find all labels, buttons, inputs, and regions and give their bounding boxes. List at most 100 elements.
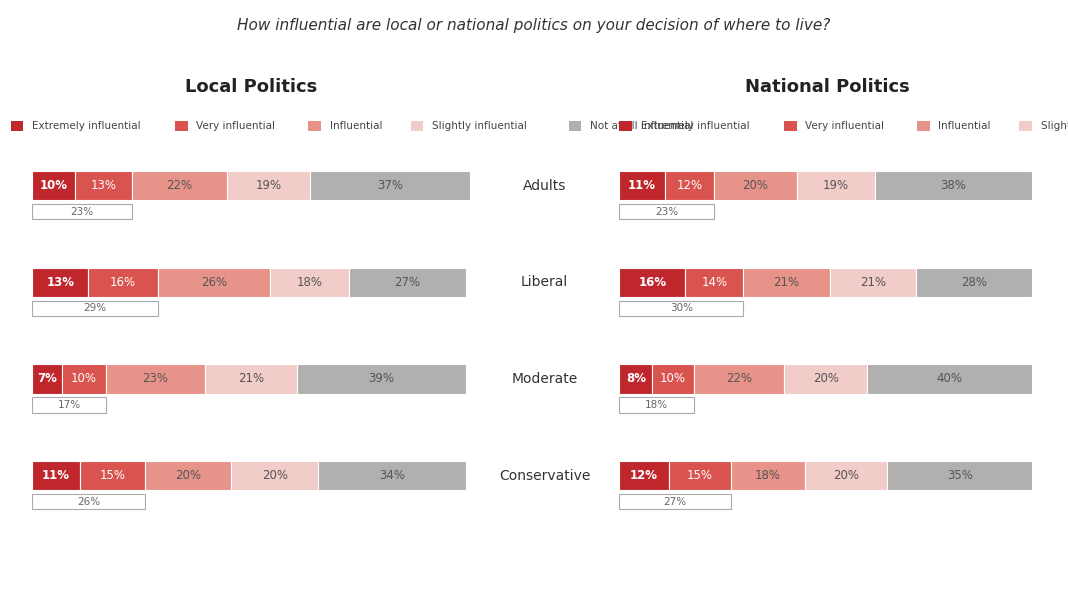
Text: 19%: 19%	[255, 179, 281, 192]
Bar	[32, 461, 80, 490]
Text: 21%: 21%	[238, 373, 264, 385]
Bar	[106, 364, 205, 394]
FancyBboxPatch shape	[619, 494, 731, 509]
Bar	[310, 171, 470, 200]
Bar	[145, 461, 232, 490]
FancyBboxPatch shape	[619, 204, 714, 219]
Text: How influential are local or national politics on your decision of where to live: How influential are local or national po…	[237, 18, 831, 33]
Text: Not at all influential: Not at all influential	[590, 121, 693, 131]
Bar	[743, 268, 830, 297]
Bar	[131, 171, 227, 200]
Text: Liberal: Liberal	[521, 275, 568, 289]
Bar	[32, 364, 62, 394]
Bar	[80, 461, 145, 490]
FancyBboxPatch shape	[619, 301, 743, 316]
Text: 35%: 35%	[946, 469, 973, 482]
Text: 11%: 11%	[42, 469, 69, 482]
Bar	[619, 268, 686, 297]
Text: 20%: 20%	[262, 469, 287, 482]
Text: 16%: 16%	[639, 276, 666, 289]
Text: 27%: 27%	[663, 497, 687, 506]
Text: 21%: 21%	[773, 276, 800, 289]
Text: 8%: 8%	[626, 373, 646, 385]
Bar	[797, 171, 875, 200]
Bar	[731, 461, 805, 490]
Bar	[318, 461, 466, 490]
Text: 20%: 20%	[813, 373, 838, 385]
Bar	[32, 171, 76, 200]
Bar	[297, 364, 466, 394]
Text: 19%: 19%	[822, 179, 849, 192]
FancyBboxPatch shape	[32, 301, 158, 316]
FancyBboxPatch shape	[32, 397, 106, 413]
Text: 18%: 18%	[645, 400, 669, 410]
Bar	[32, 268, 89, 297]
Text: 13%: 13%	[46, 276, 74, 289]
Bar	[867, 364, 1032, 394]
Bar	[205, 364, 297, 394]
Text: 23%: 23%	[143, 373, 169, 385]
Text: National Politics: National Politics	[745, 78, 910, 96]
Text: Extremely influential: Extremely influential	[641, 121, 750, 131]
Text: Conservative: Conservative	[499, 469, 591, 482]
Text: Slightly influential: Slightly influential	[1040, 121, 1068, 131]
Text: 28%: 28%	[961, 276, 987, 289]
Text: 12%: 12%	[676, 179, 703, 192]
Bar	[916, 268, 1032, 297]
Text: 12%: 12%	[630, 469, 658, 482]
Bar	[76, 171, 131, 200]
Text: Adults: Adults	[523, 179, 566, 193]
Bar	[686, 268, 743, 297]
Bar	[875, 171, 1032, 200]
Text: 23%: 23%	[70, 207, 94, 217]
Text: 23%: 23%	[656, 207, 678, 217]
Bar	[158, 268, 270, 297]
Text: 15%: 15%	[99, 469, 125, 482]
Text: 20%: 20%	[742, 179, 769, 192]
Text: Moderate: Moderate	[512, 372, 578, 386]
Text: 27%: 27%	[394, 276, 420, 289]
Text: Extremely influential: Extremely influential	[32, 121, 141, 131]
Bar	[227, 171, 310, 200]
Bar	[669, 461, 731, 490]
Text: 20%: 20%	[175, 469, 201, 482]
Bar	[619, 364, 653, 394]
Text: 26%: 26%	[201, 276, 227, 289]
Bar	[694, 364, 784, 394]
Bar	[619, 461, 669, 490]
Text: 7%: 7%	[37, 373, 58, 385]
Text: Influential: Influential	[330, 121, 382, 131]
Bar	[714, 171, 797, 200]
Text: Very influential: Very influential	[805, 121, 884, 131]
FancyBboxPatch shape	[619, 397, 694, 413]
Text: 21%: 21%	[860, 276, 886, 289]
Text: 10%: 10%	[72, 373, 97, 385]
Text: Influential: Influential	[939, 121, 991, 131]
Text: 18%: 18%	[755, 469, 781, 482]
Bar	[619, 171, 664, 200]
Text: 22%: 22%	[167, 179, 192, 192]
Text: 10%: 10%	[40, 179, 67, 192]
Bar	[62, 364, 106, 394]
Bar	[664, 171, 714, 200]
Text: Local Politics: Local Politics	[185, 78, 317, 96]
Text: 20%: 20%	[833, 469, 860, 482]
Bar	[270, 268, 348, 297]
Text: 22%: 22%	[726, 373, 752, 385]
Bar	[830, 268, 916, 297]
Text: 13%: 13%	[91, 179, 116, 192]
Bar	[232, 461, 318, 490]
Bar	[348, 268, 466, 297]
Bar	[805, 461, 888, 490]
Text: Slightly influential: Slightly influential	[431, 121, 527, 131]
Text: 29%: 29%	[83, 304, 107, 313]
Text: 37%: 37%	[377, 179, 403, 192]
Text: 26%: 26%	[77, 497, 100, 506]
Text: 10%: 10%	[660, 373, 686, 385]
Text: Very influential: Very influential	[197, 121, 276, 131]
Bar	[888, 461, 1032, 490]
Text: 18%: 18%	[297, 276, 323, 289]
FancyBboxPatch shape	[32, 204, 131, 219]
Bar	[653, 364, 694, 394]
Bar	[89, 268, 158, 297]
